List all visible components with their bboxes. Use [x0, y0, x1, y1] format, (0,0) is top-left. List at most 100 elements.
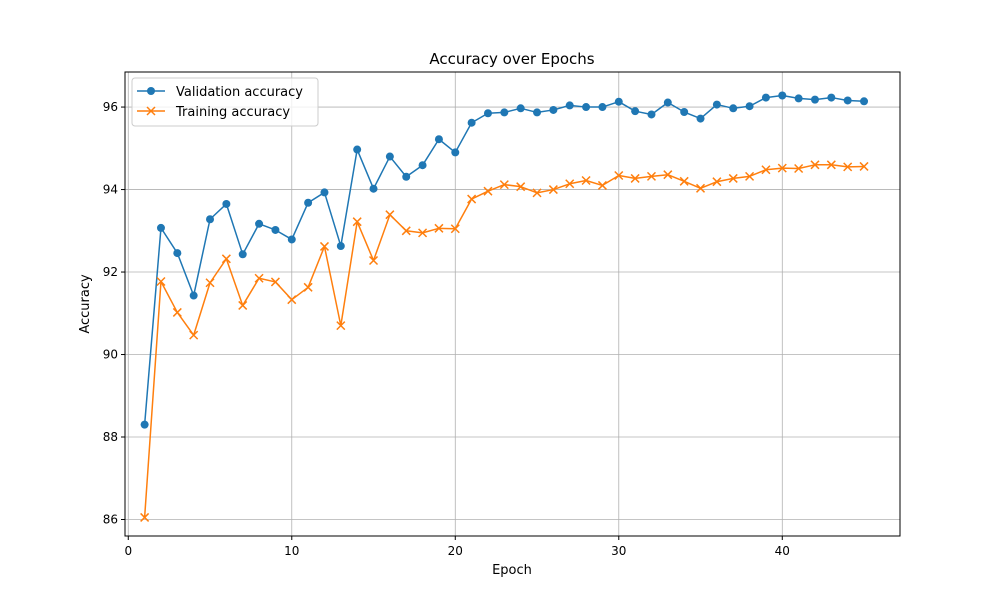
- data-point: [680, 108, 689, 117]
- data-point: [810, 95, 819, 104]
- data-point: [353, 145, 362, 154]
- data-point: [745, 102, 754, 111]
- legend-marker: [146, 106, 156, 116]
- x-tick-label: 40: [775, 544, 790, 558]
- x-tick-label: 20: [448, 544, 463, 558]
- data-point: [483, 186, 493, 196]
- data-point: [172, 307, 182, 317]
- data-point: [140, 512, 150, 522]
- series-line: [143, 164, 865, 518]
- data-point: [631, 107, 640, 116]
- data-point: [450, 224, 460, 234]
- data-point: [189, 330, 199, 340]
- data-point: [189, 291, 198, 300]
- data-point: [582, 103, 591, 112]
- data-point: [516, 104, 525, 113]
- data-point: [255, 219, 264, 228]
- data-point: [287, 295, 297, 305]
- data-point: [712, 177, 722, 187]
- data-point: [320, 188, 329, 197]
- data-point: [695, 183, 706, 193]
- data-point: [761, 93, 770, 102]
- legend: Validation accuracy Training accuracy: [131, 77, 319, 127]
- series-1: [140, 160, 869, 522]
- data-point: [368, 255, 379, 266]
- legend-box: [131, 77, 319, 127]
- data-point: [499, 180, 509, 190]
- data-point: [238, 250, 247, 259]
- series-0: [140, 91, 869, 429]
- data-point: [647, 110, 656, 119]
- y-axis-label: Accuracy: [78, 274, 93, 334]
- data-point: [729, 104, 738, 113]
- data-point: [467, 194, 477, 204]
- data-point: [434, 223, 444, 233]
- data-point: [597, 180, 607, 190]
- data-point: [500, 108, 509, 117]
- y-tick-label: 92: [103, 265, 118, 279]
- data-point: [336, 321, 346, 331]
- data-point: [614, 97, 623, 106]
- data-point: [352, 217, 362, 227]
- data-point: [663, 98, 672, 107]
- data-point: [221, 254, 231, 264]
- data-point: [173, 249, 182, 258]
- data-point: [549, 105, 558, 114]
- data-point: [402, 172, 411, 181]
- data-point: [271, 225, 280, 234]
- data-point: [827, 93, 836, 102]
- x-axis-label: Epoch: [492, 563, 532, 578]
- legend-label: Training accuracy: [175, 105, 290, 120]
- data-point: [778, 91, 787, 100]
- data-point: [646, 171, 657, 181]
- data-point: [810, 160, 820, 170]
- data-point: [270, 277, 280, 287]
- plot-frame: [124, 71, 901, 537]
- data-point: [565, 179, 575, 189]
- data-point: [581, 175, 591, 186]
- y-tick-label: 88: [103, 430, 118, 444]
- data-point: [336, 242, 345, 251]
- data-point: [843, 96, 852, 105]
- data-point: [598, 103, 607, 112]
- data-point: [385, 152, 394, 161]
- x-tick-label: 0: [124, 544, 132, 558]
- data-point: [206, 215, 215, 224]
- data-point: [287, 235, 296, 244]
- data-point: [205, 278, 215, 288]
- legend-marker: [147, 87, 155, 95]
- data-point: [140, 420, 149, 429]
- data-point: [418, 161, 427, 170]
- y-tick-label: 94: [103, 183, 118, 197]
- data-point: [434, 135, 443, 144]
- data-point: [385, 210, 395, 220]
- data-point: [254, 273, 264, 283]
- data-point: [679, 176, 689, 186]
- legend-label: Validation accuracy: [176, 85, 303, 100]
- data-point: [696, 114, 705, 123]
- data-point: [304, 198, 313, 207]
- data-point: [663, 170, 673, 180]
- data-point: [548, 185, 558, 195]
- data-point: [451, 148, 460, 157]
- data-point: [794, 94, 803, 103]
- data-point: [418, 228, 428, 238]
- data-point: [369, 184, 378, 193]
- data-point: [761, 165, 771, 175]
- series-line: [143, 94, 865, 425]
- data-point: [712, 100, 721, 109]
- data-point: [843, 162, 853, 172]
- data-point: [238, 300, 248, 310]
- data-point: [614, 170, 624, 181]
- data-point: [745, 171, 755, 181]
- data-point: [826, 160, 836, 170]
- data-point: [156, 223, 165, 232]
- data-point: [516, 182, 526, 192]
- y-tick-label: 96: [103, 100, 118, 114]
- axis-ticks: 0 10 20 30 40 86 88 90 92 94 96: [103, 100, 790, 558]
- data-point: [533, 108, 542, 117]
- x-tick-label: 10: [284, 544, 299, 558]
- chart-title: Accuracy over Epochs: [429, 50, 594, 68]
- data-point: [467, 118, 476, 127]
